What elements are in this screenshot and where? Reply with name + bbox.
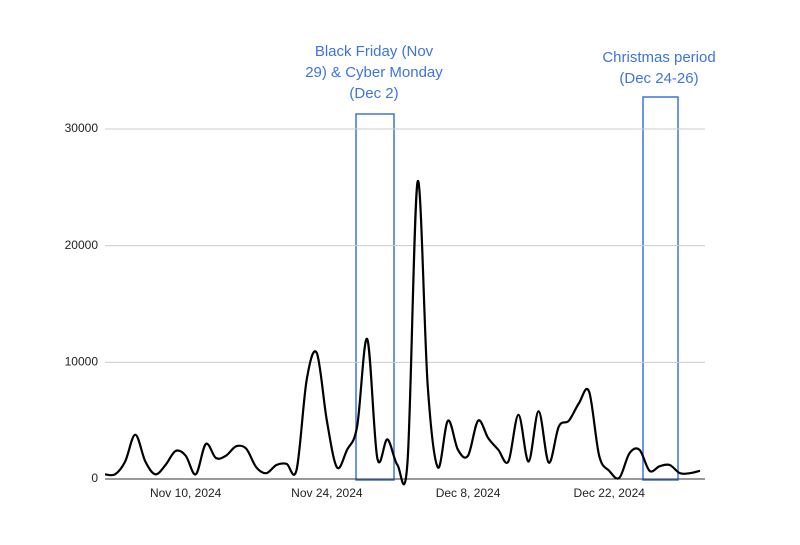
- annotation: (Dec 2): [349, 85, 398, 102]
- x-tick-label: Nov 24, 2024: [291, 486, 363, 500]
- y-tick-label: 20000: [65, 238, 99, 252]
- y-tick-label: 30000: [65, 121, 99, 135]
- line: [104, 180, 701, 486]
- y-tick-label: 10000: [65, 355, 99, 369]
- x-tick-label: Nov 10, 2024: [150, 486, 222, 500]
- y-tick-label: 0: [91, 471, 98, 485]
- annotation: Christmas period: [602, 49, 715, 66]
- annotation-box: [642, 96, 679, 481]
- annotation: (Dec 24-26): [619, 70, 698, 87]
- x-tick-label: Dec 22, 2024: [574, 486, 646, 500]
- annotation-box: [355, 113, 395, 481]
- x-tick-label: Dec 8, 2024: [436, 486, 501, 500]
- annotation: Black Friday (Nov: [315, 43, 434, 60]
- annotation: 29) & Cyber Monday: [305, 64, 443, 81]
